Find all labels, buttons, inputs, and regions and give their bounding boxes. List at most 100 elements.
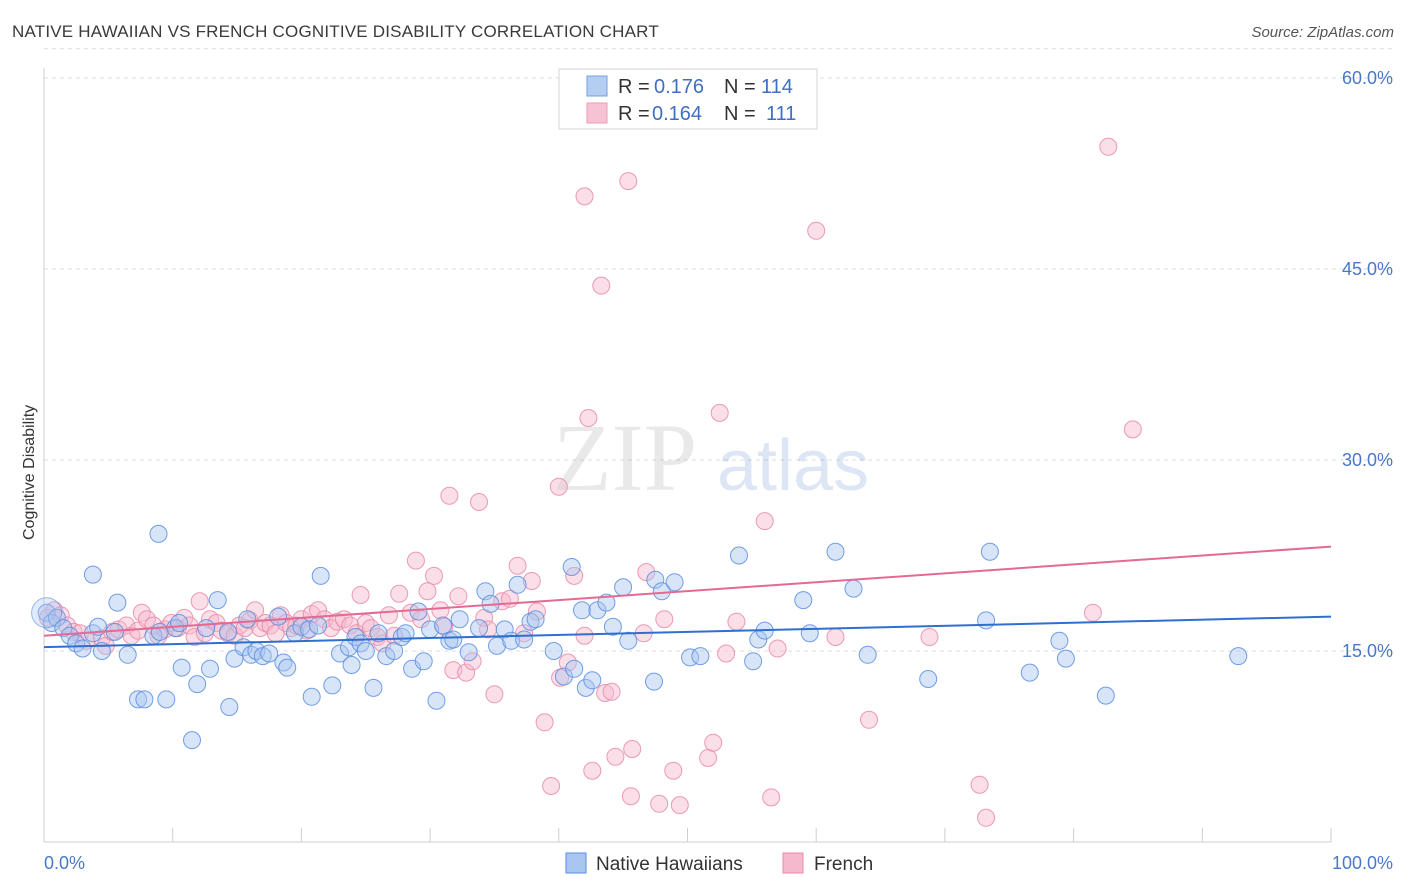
watermark-atlas: atlas <box>717 426 869 506</box>
native-hawaiians-point-22 <box>172 658 191 677</box>
native-hawaiians-point-39 <box>278 658 297 677</box>
native-hawaiians-point-13 <box>108 593 127 612</box>
french-point-66 <box>431 601 450 620</box>
legend-label-native-hawaiians: Native Hawaiians <box>596 854 743 875</box>
native-hawaiians-point-37 <box>269 607 288 626</box>
native-hawaiians-point-111 <box>1056 649 1075 668</box>
native-hawaiians-point-79 <box>544 642 563 660</box>
native-hawaiians-point-108 <box>980 542 999 561</box>
native-hawaiians-point-73 <box>495 620 514 639</box>
native-hawaiians-point-85 <box>583 671 602 690</box>
french-point-108 <box>717 644 736 663</box>
native-hawaiians-point-43 <box>302 687 321 706</box>
native-hawaiians-point-10 <box>83 565 102 584</box>
y-tick-label-0: 15.0% <box>1342 641 1393 661</box>
french-point-92 <box>596 684 615 702</box>
french-point-16 <box>144 616 163 635</box>
native-hawaiians-point-19 <box>157 690 176 709</box>
native-hawaiians-point-92 <box>646 570 665 589</box>
french-point-98 <box>655 610 674 629</box>
native-hawaiians-point-48 <box>340 638 358 657</box>
french-point-114 <box>826 628 845 646</box>
french-point-94 <box>606 747 625 766</box>
x-tick-labels: 0.0% 100.0% <box>44 853 1393 873</box>
french-point-62 <box>406 551 425 570</box>
french-point-95 <box>623 740 642 758</box>
french-point-97 <box>637 563 656 582</box>
native-hawaiians-point-80 <box>554 667 573 686</box>
french-point-122 <box>575 187 594 206</box>
french-point-79 <box>508 556 527 575</box>
legend-swatch-pink <box>586 102 608 124</box>
french-point-85 <box>549 477 568 496</box>
native-hawaiians-point-112 <box>1096 686 1115 705</box>
native-hawaiians-point-96 <box>691 647 710 666</box>
native-hawaiians-point-104 <box>844 579 863 598</box>
native-hawaiians-point-53 <box>364 678 383 697</box>
french-point-61 <box>401 603 420 622</box>
y-tick-label-2: 45.0% <box>1342 259 1393 279</box>
french-point-60 <box>390 584 409 603</box>
legend-n-label-1: N = <box>724 76 756 98</box>
french-point-84 <box>542 777 561 795</box>
legend-n-value-2: 111 <box>766 103 796 125</box>
trend-line-native-hawaiians <box>43 615 1332 649</box>
native-hawaiians-point-23 <box>183 731 201 750</box>
native-hawaiians-point-86 <box>588 601 607 620</box>
legend-n-label-2: N = <box>724 103 756 125</box>
french-point-54 <box>356 614 375 632</box>
native-hawaiians-point-103 <box>826 542 845 561</box>
french-point-90 <box>579 409 598 427</box>
native-hawaiians-point-large <box>31 597 63 629</box>
french-point-106 <box>704 733 723 752</box>
native-hawaiians-point-54 <box>369 624 388 643</box>
legend-label-french: French <box>814 854 873 875</box>
french-point-70 <box>449 587 468 606</box>
french-point-111 <box>768 639 787 658</box>
native-hawaiians-point-105 <box>858 645 877 664</box>
chart-title: NATIVE HAWAIIAN VS FRENCH COGNITIVE DISA… <box>12 22 659 41</box>
french-point-107 <box>710 403 729 422</box>
native-hawaiians-point-102 <box>800 624 819 643</box>
native-hawaiians-point-44 <box>309 616 328 635</box>
y-tick-label-3: 60.0% <box>1342 68 1393 88</box>
native-hawaiians-point-78 <box>526 610 545 629</box>
native-hawaiians-point-98 <box>744 652 763 671</box>
native-hawaiians-point-110 <box>1050 631 1069 650</box>
native-hawaiians-point-88 <box>603 617 622 636</box>
watermark: ZIP atlas <box>553 404 869 511</box>
legend-marker-native-hawaiians <box>565 852 587 874</box>
french-point-115 <box>860 710 878 729</box>
native-hawaiians-point-49 <box>342 656 361 674</box>
french-point-71 <box>457 663 476 682</box>
french-point-121 <box>1123 420 1142 439</box>
native-hawaiians-point-3 <box>54 619 73 638</box>
native-hawaiians-point-27 <box>208 591 227 610</box>
native-hawaiians-point-6 <box>73 639 92 658</box>
native-hawaiians-point-1 <box>42 614 61 632</box>
native-hawaiians-point-42 <box>300 620 319 639</box>
native-hawaiians-point-91 <box>645 672 663 691</box>
legend-marker-french <box>782 852 804 874</box>
french-point-104 <box>670 796 689 815</box>
french-point-53 <box>351 586 370 604</box>
watermark-zip: ZIP <box>553 404 697 511</box>
french-point-113 <box>807 221 826 240</box>
legend-r-label-2: R = <box>618 103 650 125</box>
legend-r-value-2: 0.164 <box>652 103 702 125</box>
french-point-110 <box>755 512 774 531</box>
french-point-109 <box>727 612 746 631</box>
native-hawaiians-point-47 <box>331 644 349 663</box>
french-point-24 <box>190 592 209 611</box>
native-hawaiians-point-12 <box>118 645 137 664</box>
native-hawaiians-point-28 <box>219 622 237 641</box>
native-hawaiians-point-106 <box>919 670 938 688</box>
native-hawaiians-point-25 <box>197 619 216 638</box>
native-hawaiians-point-76 <box>515 630 534 649</box>
native-hawaiians-point-61 <box>414 652 433 671</box>
french-point-101 <box>619 172 638 191</box>
native-hawaiians-point-14 <box>129 690 147 709</box>
native-hawaiians-point-63 <box>427 691 446 710</box>
french-point-67 <box>435 617 454 636</box>
